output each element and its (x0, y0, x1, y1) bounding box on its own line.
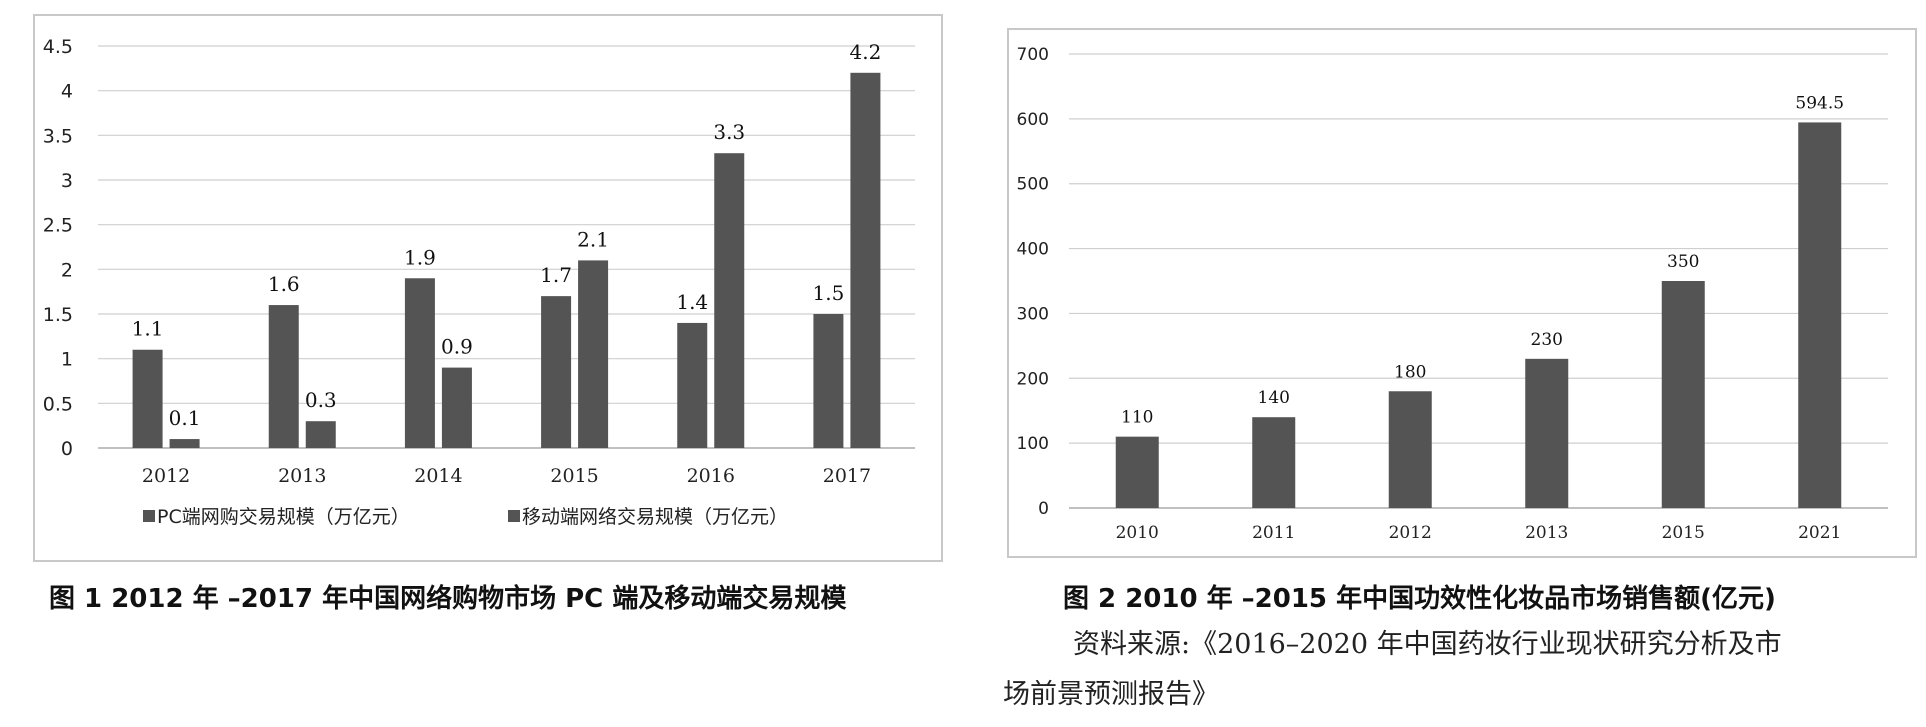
bar (1252, 417, 1296, 508)
source-text-line-2: 场前景预测报告》 (1003, 679, 1219, 710)
bar-mobile (578, 260, 609, 448)
bar-pc (132, 349, 163, 448)
source-text-line-1: 资料来源:《2016–2020 年中国药妆行业现状研究分析及市 (1073, 629, 1782, 660)
chart-2-caption: 图 2 2010 年 –2015 年中国功效性化妆品市场销售额(亿元) (1063, 584, 1776, 614)
data-label: 180 (1394, 362, 1426, 382)
data-label: 594.5 (1795, 93, 1844, 113)
data-label: 1.9 (404, 245, 436, 269)
x-tick-label: 2015 (550, 465, 598, 487)
legend-swatch (508, 510, 520, 522)
y-tick-label: 0 (61, 438, 73, 460)
data-label: 4.2 (850, 40, 882, 64)
data-label: 1.7 (540, 263, 572, 287)
legend-label: PC端网购交易规模（万亿元） (157, 506, 410, 528)
y-tick-label: 100 (1017, 434, 1049, 454)
bar-pc (813, 314, 844, 448)
bar-pc (268, 305, 299, 448)
y-tick-label: 600 (1017, 110, 1049, 130)
y-tick-label: 2 (61, 259, 73, 281)
y-tick-label: 0.5 (43, 393, 73, 415)
chart-1-svg: 0 0.5 1 1.5 2 2.5 3 3.5 4 4.5 2012 1.1 0.1 2013 1.6 0.3… (43, 36, 915, 528)
chart-1-caption: 图 1 2012 年 –2017 年中国网络购物市场 PC 端及移动端交易规模 (49, 584, 847, 614)
bar (1525, 358, 1569, 508)
data-label: 140 (1258, 388, 1290, 408)
bar (1798, 122, 1842, 508)
y-tick-label: 2.5 (43, 215, 73, 237)
y-tick-label: 1 (61, 349, 73, 371)
x-tick-label: 2010 (1116, 523, 1159, 543)
data-label: 2.1 (577, 227, 609, 251)
x-tick-label: 2013 (1525, 523, 1568, 543)
x-tick-label: 2011 (1252, 523, 1295, 543)
legend-swatch (143, 510, 155, 522)
data-label: 1.4 (676, 290, 708, 314)
data-label: 3.3 (713, 120, 745, 144)
y-tick-label: 4 (61, 81, 73, 103)
x-tick-label: 2016 (687, 465, 735, 487)
y-tick-label: 4.5 (43, 36, 73, 58)
chart-2-panel: 0 100 200 300 400 500 600 700 110 2010 140 2011 180 2… (1007, 28, 1917, 558)
data-label: 1.5 (813, 281, 845, 305)
data-label: 110 (1121, 408, 1153, 428)
x-tick-label: 2013 (278, 465, 326, 487)
bar-mobile (714, 153, 745, 448)
x-tick-label: 2021 (1798, 523, 1841, 543)
data-label: 1.6 (268, 272, 300, 296)
bar-mobile (169, 439, 200, 448)
x-tick-label: 2014 (414, 465, 462, 487)
bar-pc (404, 278, 435, 448)
data-label: 0.9 (441, 335, 473, 359)
bar-pc (677, 322, 708, 448)
bar-mobile (441, 367, 472, 448)
data-label: 350 (1667, 252, 1699, 272)
y-tick-label: 500 (1017, 175, 1049, 195)
y-tick-label: 200 (1017, 369, 1049, 389)
y-tick-label: 1.5 (43, 304, 73, 326)
data-label: 1.1 (132, 317, 164, 341)
x-tick-label: 2017 (823, 465, 871, 487)
x-tick-label: 2015 (1662, 523, 1705, 543)
data-label: 230 (1531, 330, 1563, 350)
y-tick-label: 400 (1017, 240, 1049, 260)
y-tick-label: 300 (1017, 304, 1049, 324)
bar-pc (541, 296, 572, 448)
y-tick-label: 0 (1038, 499, 1049, 519)
bar-mobile (850, 72, 881, 449)
bar-mobile (305, 421, 336, 448)
bar (1115, 436, 1159, 508)
data-label: 0.1 (169, 406, 201, 430)
legend-label: 移动端网络交易规模（万亿元） (522, 506, 788, 528)
x-tick-label: 2012 (142, 465, 190, 487)
y-tick-label: 700 (1017, 45, 1049, 65)
x-tick-label: 2012 (1389, 523, 1432, 543)
bar (1661, 281, 1705, 508)
chart-2-svg: 0 100 200 300 400 500 600 700 110 2010 140 2011 180 2… (1017, 45, 1888, 543)
chart-1-panel: 0 0.5 1 1.5 2 2.5 3 3.5 4 4.5 2012 1.1 0.1 2013 1.6 0.3… (33, 14, 943, 562)
bar (1388, 391, 1432, 508)
data-label: 0.3 (305, 388, 337, 412)
y-tick-label: 3.5 (43, 125, 73, 147)
y-tick-label: 3 (61, 170, 73, 192)
